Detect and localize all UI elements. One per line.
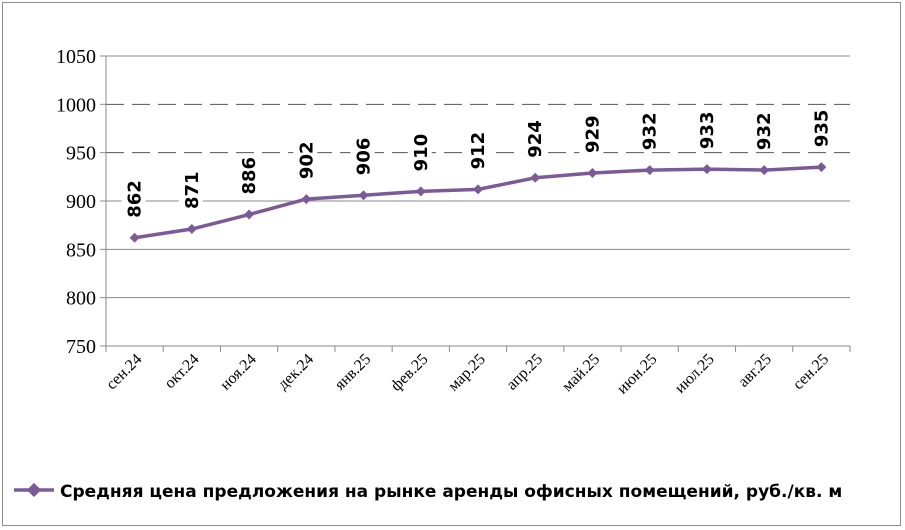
y-tick-label-900: 900 (66, 191, 96, 213)
legend-entry: Средняя цена предложения на рынке аренды… (60, 482, 842, 502)
data-label-bg-12 (808, 107, 833, 150)
data-point-2 (244, 209, 255, 220)
legend: Средняя цена предложения на рынке аренды… (14, 482, 842, 502)
data-labels: 862 871 886 902 906 910 912 924 929 932 933 932 935 (121, 107, 833, 220)
legend-diamond-marker (26, 482, 42, 498)
data-point-4 (358, 190, 369, 201)
data-label-bg-11 (751, 110, 776, 153)
x-tick-label-5: фев.25 (388, 351, 432, 395)
data-point-5 (415, 186, 426, 197)
data-label-12: 935 (811, 110, 832, 148)
data-label-bg-1 (178, 169, 203, 212)
data-label-5: 910 (411, 134, 432, 172)
y-tick-label-750: 750 (66, 336, 96, 358)
data-label-2: 886 (239, 157, 260, 195)
data-point-9 (644, 165, 655, 176)
data-label-bg-8 (579, 112, 604, 155)
data-label-bg-2 (236, 154, 261, 197)
data-label-8: 929 (582, 115, 603, 153)
data-point-11 (759, 165, 770, 176)
x-tick-label-7: апр.25 (503, 351, 546, 394)
x-tick-label-11: авг.25 (735, 351, 775, 391)
x-tick-label-2: ноя.24 (217, 351, 260, 394)
y-tick-label-800: 800 (66, 288, 96, 310)
data-label-4: 906 (354, 138, 375, 176)
data-point-1 (186, 224, 197, 235)
gridlines (106, 55, 850, 299)
data-label-3: 902 (296, 141, 317, 179)
x-tick-label-6: мар.25 (445, 351, 489, 395)
data-label-11: 932 (754, 112, 775, 150)
data-label-7: 924 (525, 120, 546, 158)
data-label-bg-4 (350, 135, 375, 178)
data-point-8 (587, 167, 598, 178)
data-label-bg-6 (465, 129, 489, 172)
data-label-6: 912 (468, 132, 489, 170)
data-point-7 (530, 172, 541, 183)
x-tick-label-1: окт.24 (161, 351, 202, 392)
data-label-bg-3 (293, 139, 318, 182)
data-label-bg-5 (407, 131, 432, 174)
data-point-0 (129, 232, 140, 243)
x-tick-label-9: июн.25 (614, 351, 661, 398)
data-label-bg-9 (636, 110, 661, 153)
data-point-10 (701, 164, 712, 175)
data-point-3 (301, 194, 312, 205)
data-label-bg-0 (121, 177, 146, 220)
x-tick-label-12: сен.25 (790, 351, 832, 393)
y-tick-label-1000: 1000 (56, 94, 96, 116)
data-label-bg-7 (522, 117, 547, 160)
x-tick-label-3: дек.24 (275, 351, 317, 393)
x-tick-labels: сен.24 окт.24 ноя.24 дек.24 янв.25 фев.25 мар.… (103, 351, 832, 398)
x-tick-label-0: сен.24 (103, 351, 145, 393)
x-tick-label-8: май.25 (559, 351, 603, 395)
x-tick-label-4: янв.25 (332, 351, 375, 394)
y-tick-label-950: 950 (66, 143, 96, 165)
series-line (129, 162, 827, 243)
data-label-10: 933 (697, 112, 718, 150)
y-tick-label-1050: 1050 (56, 46, 96, 68)
y-tick-label-850: 850 (66, 239, 96, 261)
data-point-12 (816, 162, 827, 173)
data-label-0: 862 (125, 180, 146, 218)
y-tick-labels: 750 800 850 900 950 1000 1050 (56, 46, 96, 358)
data-point-6 (473, 184, 483, 195)
data-label-bg-10 (693, 109, 718, 152)
axes (100, 55, 851, 352)
data-label-9: 932 (640, 112, 661, 150)
x-tick-label-10: июл.25 (672, 351, 718, 397)
data-label-1: 871 (182, 171, 203, 209)
